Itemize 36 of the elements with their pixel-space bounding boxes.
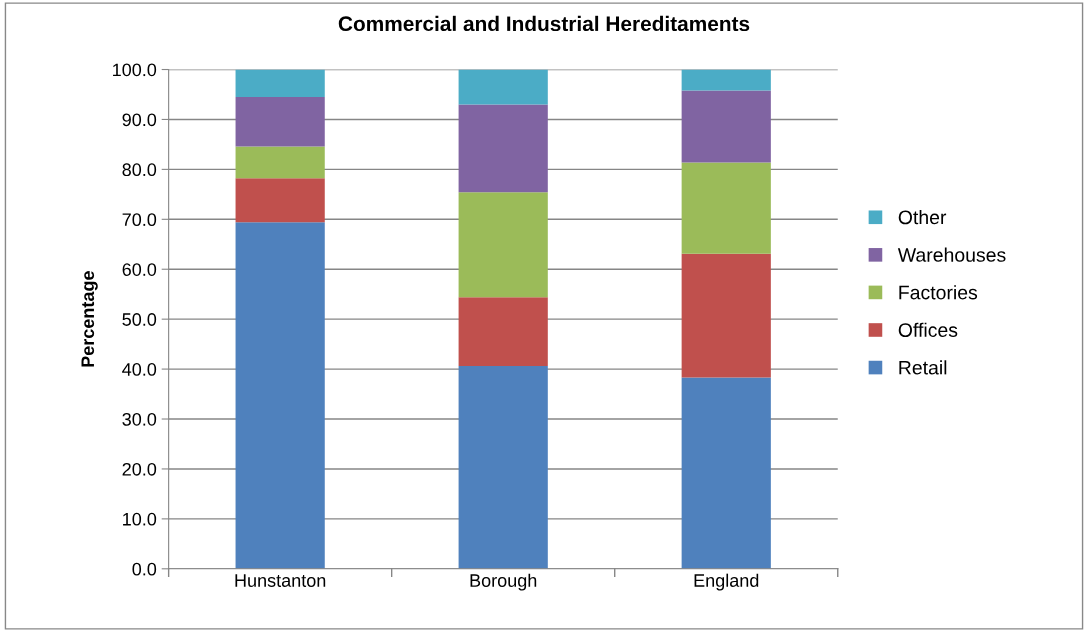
x-tick-label: England — [694, 573, 759, 591]
chart-title: Commercial and Industrial Hereditaments — [338, 15, 750, 32]
bar — [458, 192, 548, 298]
y-tick-label: 10.0 — [123, 512, 157, 526]
legend-label: Offices — [898, 322, 958, 337]
bar — [235, 222, 325, 569]
x-tick-label: Hunstanton — [235, 574, 326, 587]
legend-label: Warehouses — [897, 247, 1006, 262]
y-tick-label: 0.0 — [132, 562, 157, 576]
legend-label: Factories — [899, 285, 978, 300]
y-tick-label: 40.0 — [122, 363, 157, 376]
x-tick-label: Borough — [470, 573, 537, 591]
bar — [681, 377, 771, 569]
y-tick-label: 90.0 — [122, 113, 157, 127]
bar — [235, 178, 325, 223]
bar — [458, 297, 548, 367]
y-tick-label: 50.0 — [122, 313, 157, 326]
bar — [458, 69, 548, 105]
bar — [681, 69, 771, 91]
y-tick-label: 30.0 — [122, 412, 157, 426]
bar — [681, 162, 771, 254]
bar — [235, 146, 325, 179]
legend-label: Retail — [899, 360, 947, 375]
bar — [235, 96, 325, 147]
y-tick-label: 80.0 — [122, 163, 157, 177]
y-tick-label: 100.0 — [113, 63, 157, 77]
y-axis-title: Percentage — [81, 271, 98, 367]
bar — [458, 104, 548, 193]
bar — [235, 69, 325, 97]
bar — [681, 253, 771, 378]
bar — [681, 90, 771, 163]
legend-label: Other — [898, 209, 947, 225]
y-tick-label: 20.0 — [122, 462, 157, 476]
bar — [458, 366, 548, 569]
y-tick-label: 60.0 — [122, 263, 157, 276]
y-tick-label: 70.0 — [122, 213, 157, 227]
